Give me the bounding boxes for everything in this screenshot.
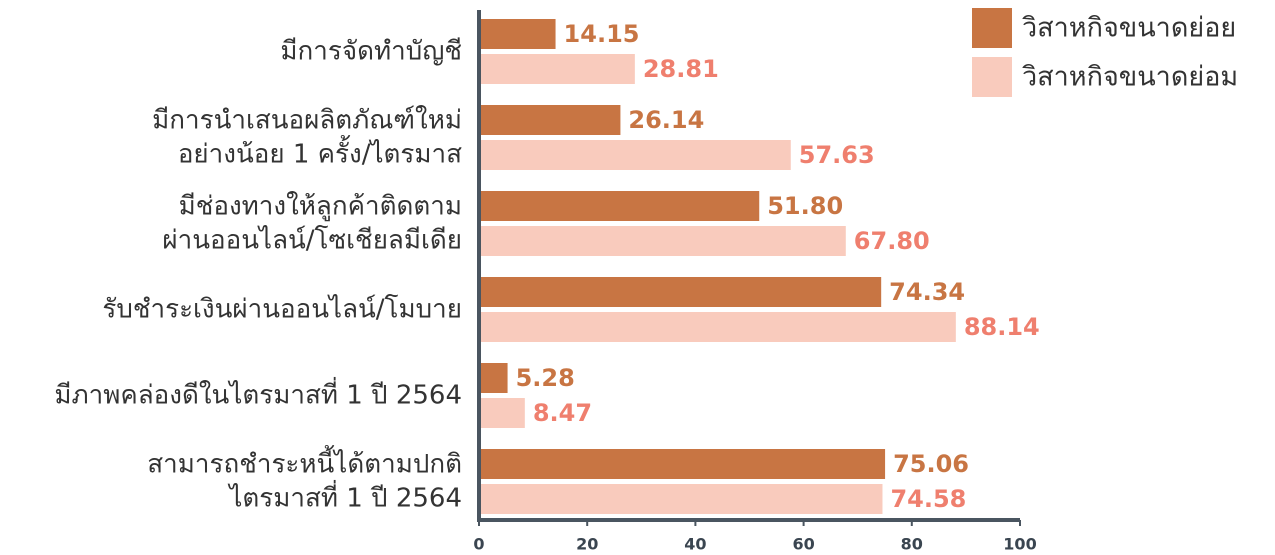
value-label: 75.06 xyxy=(893,450,969,478)
value-label: 74.58 xyxy=(890,485,966,513)
value-label: 26.14 xyxy=(628,106,704,134)
x-tick-label: 20 xyxy=(576,535,598,554)
legend-label: วิสาหกิจขนาดย่อย xyxy=(1022,13,1236,44)
bar xyxy=(479,312,956,342)
category-label: สามารถชำระหนี้ได้ตามปกติไตรมาสที่ 1 ปี 2… xyxy=(147,444,462,513)
category-label: มีช่องทางให้ลูกค้าติดตามผ่านออนไลน์/โซเช… xyxy=(162,191,462,255)
category-label: มีการจัดทำบัญชี xyxy=(280,36,462,66)
bar xyxy=(479,398,525,428)
x-tick-label: 60 xyxy=(792,535,814,554)
category-label: มีภาพคล่องดีในไตรมาสที่ 1 ปี 2564 xyxy=(54,376,462,410)
legend-swatch xyxy=(972,57,1012,97)
value-label: 5.28 xyxy=(516,364,575,392)
bar xyxy=(479,140,791,170)
bar xyxy=(479,484,883,514)
legend-swatch xyxy=(972,8,1012,48)
bar xyxy=(479,226,846,256)
bar xyxy=(479,449,886,479)
value-label: 67.80 xyxy=(854,227,930,255)
category-label: รับชำระเงินผ่านออนไลน์/โมบาย xyxy=(102,293,462,324)
value-label: 51.80 xyxy=(767,192,843,220)
legend-label: วิสาหกิจขนาดย่อม xyxy=(1022,62,1238,93)
value-label: 88.14 xyxy=(964,313,1040,341)
bar xyxy=(479,105,621,135)
value-label: 57.63 xyxy=(799,141,875,169)
bar xyxy=(479,277,882,307)
x-tick-label: 80 xyxy=(901,535,923,554)
value-label: 74.34 xyxy=(889,278,965,306)
x-tick-label: 0 xyxy=(473,535,484,554)
value-label: 14.15 xyxy=(564,20,640,48)
x-tick-label: 40 xyxy=(684,535,706,554)
bar xyxy=(479,54,635,84)
bar xyxy=(479,191,760,221)
bar xyxy=(479,363,508,393)
value-label: 28.81 xyxy=(643,55,719,83)
x-tick-label: 100 xyxy=(1003,535,1036,554)
bar xyxy=(479,19,556,49)
category-label: มีการนำเสนอผลิตภัณฑ์ใหม่อย่างน้อย 1 ครั้… xyxy=(152,105,462,169)
value-label: 8.47 xyxy=(533,399,592,427)
